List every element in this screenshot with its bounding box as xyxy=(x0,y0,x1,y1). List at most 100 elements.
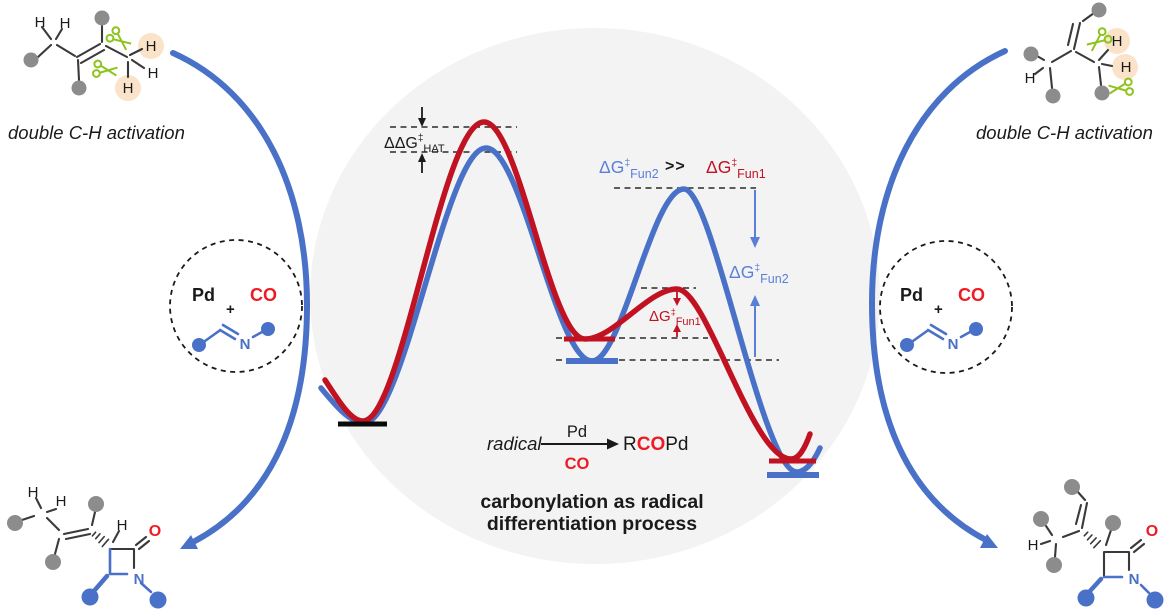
oxygen-label: O xyxy=(1146,523,1158,540)
amine-dot xyxy=(1077,589,1095,607)
substituent-dot xyxy=(1064,479,1080,495)
scissors-icon xyxy=(104,24,135,55)
imine-n-label: N xyxy=(948,336,959,353)
substituent-dot xyxy=(1094,85,1110,101)
amine-dot xyxy=(149,591,167,609)
reaction-product-label: RCOPd xyxy=(623,434,688,455)
hydrogen-label: H xyxy=(1028,537,1039,554)
hydrogen-label: H xyxy=(28,484,39,501)
hydrogen-label: H xyxy=(1121,59,1132,76)
gray-background-circle xyxy=(310,28,880,564)
left-substrate-molecule: H H H H H xyxy=(23,10,164,101)
curved-pathway-arrow-head xyxy=(980,534,998,548)
product-hash-bond xyxy=(1083,531,1102,549)
substituent-dot xyxy=(1045,88,1061,104)
comparison-fun1-label: ΔG‡Fun1 xyxy=(706,157,766,181)
substrate-bonds xyxy=(36,24,146,82)
hydrogen-label: H xyxy=(123,80,134,97)
hat-lower-arrow-head xyxy=(418,153,426,162)
reaction-reactant-label: radical xyxy=(487,433,542,454)
right-catalyst-bubble: Pd + CO N xyxy=(879,240,1013,374)
substituent-dot xyxy=(1091,2,1107,18)
ch-highlight xyxy=(1104,28,1130,54)
nitrogen-label: N xyxy=(1129,571,1140,588)
product-bonds xyxy=(1039,489,1146,579)
amine-dot xyxy=(1146,591,1164,609)
product-wedge-bond xyxy=(91,573,110,594)
hat-label: ΔΔG‡HAT xyxy=(384,133,445,155)
reaction-catalyst-bottom: CO xyxy=(565,455,590,473)
scissors-icon xyxy=(1106,77,1135,99)
scissors-icon xyxy=(91,59,120,81)
caption-line2: differentiation process xyxy=(487,513,697,535)
substituent-dot xyxy=(1023,46,1039,62)
hat-upper-arrow-head xyxy=(418,118,426,127)
red-energy-curve xyxy=(322,119,813,462)
imine-bonds xyxy=(911,323,972,343)
hydrogen-label: H xyxy=(1025,70,1036,87)
product-hash-bond xyxy=(91,531,110,548)
substituent-dot xyxy=(71,80,87,96)
amine-dot xyxy=(81,588,99,606)
substituent-dot xyxy=(1033,511,1049,527)
fun2-arrow-label: ΔG‡Fun2 xyxy=(729,262,789,286)
product-bonds xyxy=(20,496,151,570)
hydrogen-label: H xyxy=(56,493,67,510)
substituent-dot xyxy=(1046,557,1062,573)
hydrogen-label: H xyxy=(148,65,159,82)
right-pathway: H H H double C-H activation Pd + CO N xyxy=(868,2,1164,609)
hydrogen-label: H xyxy=(35,14,46,31)
co-label: CO xyxy=(250,285,277,305)
energy-diagram: ΔΔG‡HAT ΔG‡Fun2 >> ΔG‡Fun1 ΔG‡Fun2 ΔG‡Fu… xyxy=(318,107,823,535)
caption-line1: carbonylation as radical xyxy=(480,491,703,513)
product-ring-blue-bonds xyxy=(1102,575,1151,595)
comparison-operator: >> xyxy=(665,158,686,175)
imine-structure: N xyxy=(900,322,983,353)
reaction-arrow-head xyxy=(607,438,619,450)
imine-n-label: N xyxy=(240,336,251,353)
nitrogen-label: N xyxy=(134,571,145,588)
fun1-arrow-label: ΔG‡Fun1 xyxy=(649,307,701,328)
product-ring-blue-bonds xyxy=(108,547,153,594)
imine-dot xyxy=(261,322,275,336)
curved-pathway-arrow-head xyxy=(180,535,198,549)
hydrogen-label: H xyxy=(146,38,157,55)
oxygen-label: O xyxy=(149,523,161,540)
fun2-upper-arrow-head xyxy=(750,237,760,248)
substrate-bonds xyxy=(1033,11,1114,90)
substituent-dot xyxy=(94,10,110,26)
plus-label: + xyxy=(226,301,235,318)
right-activation-label: double C-H activation xyxy=(976,122,1153,143)
co-label: CO xyxy=(958,285,985,305)
imine-dot xyxy=(192,338,206,352)
ch-highlight xyxy=(115,75,141,101)
left-activation-label: double C-H activation xyxy=(8,122,185,143)
left-product-molecule: H H H O N xyxy=(7,484,167,609)
substituent-dot xyxy=(1105,515,1121,531)
hydrogen-label: H xyxy=(60,15,71,32)
right-substrate-molecule: H H H xyxy=(1023,2,1138,104)
fun1-lower-arrow-head xyxy=(673,324,681,332)
right-product-molecule: H O N xyxy=(1028,479,1164,609)
reaction-catalyst-top: Pd xyxy=(567,423,587,441)
fun2-lower-arrow-head xyxy=(750,295,760,306)
hydrogen-label: H xyxy=(117,517,128,534)
comparison-fun2-label: ΔG‡Fun2 xyxy=(599,157,659,181)
substituent-dot xyxy=(7,515,23,531)
curved-pathway-arrow xyxy=(868,48,1008,543)
imine-bonds xyxy=(203,323,264,343)
curved-pathway-arrow xyxy=(170,50,311,544)
pd-label: Pd xyxy=(192,285,215,305)
left-catalyst-bubble: Pd + CO N xyxy=(169,239,303,373)
ch-highlight xyxy=(1112,54,1138,80)
substituent-dot xyxy=(88,496,104,512)
imine-structure: N xyxy=(192,322,275,353)
plus-label: + xyxy=(934,301,943,318)
catalyst-circle xyxy=(169,239,303,373)
imine-dot xyxy=(969,322,983,336)
substituent-dot xyxy=(23,52,39,68)
fun1-upper-arrow-head xyxy=(673,298,681,306)
substituent-dot xyxy=(45,554,61,570)
hydrogen-label: H xyxy=(1112,33,1123,50)
